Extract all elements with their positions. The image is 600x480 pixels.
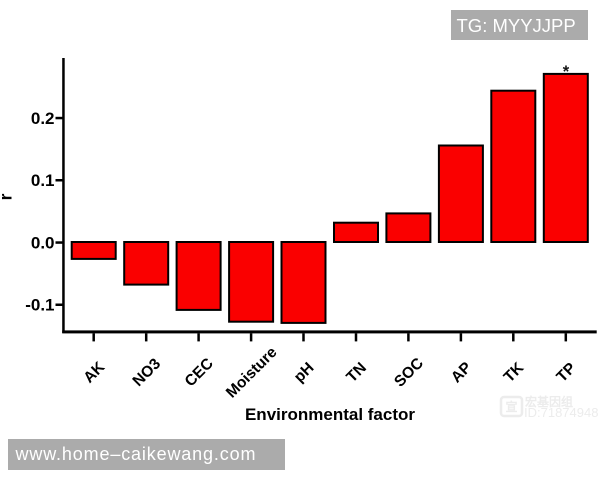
svg-text:ID:71874948: ID:71874948 [524,405,598,420]
svg-text:Moisture: Moisture [223,344,281,402]
svg-text:0.1: 0.1 [31,171,55,190]
svg-text:CEC: CEC [182,355,217,390]
svg-text:-0.1: -0.1 [25,296,54,315]
svg-text:*: * [563,63,570,81]
svg-text:0.2: 0.2 [31,109,55,128]
svg-text:SOC: SOC [391,355,427,391]
svg-text:pH: pH [291,359,318,386]
svg-text:r: r [0,193,15,200]
svg-text:Environmental factor: Environmental factor [245,405,415,424]
svg-text:TN: TN [343,359,370,386]
svg-text:TK: TK [501,359,528,386]
svg-text:0.0: 0.0 [31,234,55,253]
svg-text:宣: 宣 [505,399,517,414]
svg-text:宏基因组: 宏基因组 [525,394,573,409]
svg-text:AK: AK [80,358,108,386]
svg-text:AP: AP [448,359,475,386]
svg-text:NO3: NO3 [130,355,165,390]
svg-text:TP: TP [553,360,579,386]
